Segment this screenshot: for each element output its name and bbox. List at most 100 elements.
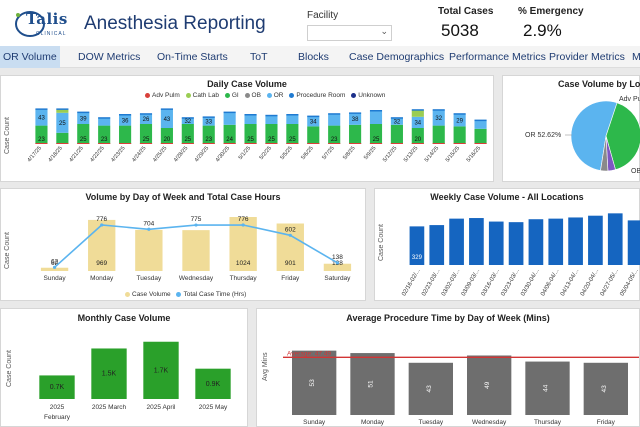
monthly-tick-label: 2025 May	[199, 404, 228, 411]
daily-tick-label: 5/1/25	[238, 145, 252, 161]
daily-tick-label: 4/23/25	[110, 145, 126, 163]
legend-or: OR	[273, 92, 284, 99]
daily-bar-proc	[411, 109, 424, 111]
weekly-tick-label: 04/13-04/...	[560, 268, 581, 298]
tab-or-volume[interactable]: OR Volume	[0, 46, 60, 68]
dow-hours-point	[52, 265, 57, 269]
daily-bar-adv	[411, 143, 424, 144]
daily-bar-gi	[35, 125, 48, 144]
daily-legend: Adv Pulm Cath Lab GI OB OR Procedure Roo…	[141, 92, 385, 99]
avgproc-bar	[408, 362, 453, 415]
dow-hours-label: 776	[238, 216, 249, 223]
tab-on-time-starts[interactable]: On-Time Starts	[157, 51, 228, 63]
daily-tick-label: 4/25/25	[152, 145, 168, 163]
daily-tick-label: 5/2/25	[259, 145, 273, 161]
daily-tick-label: 4/21/25	[68, 145, 84, 163]
avgproc-title: Average Procedure Time by Day of Week (M…	[346, 313, 550, 323]
avgproc-tick-label: Friday	[597, 419, 616, 426]
avgproc-tick-label: Monday	[361, 419, 385, 426]
daily-label-gi: 20	[164, 137, 171, 143]
tab-more[interactable]: M	[632, 51, 640, 63]
dow-volume-label: 901	[285, 260, 296, 267]
daily-bar-adv	[328, 143, 341, 144]
daily-bar-gi	[307, 126, 320, 144]
daily-bar-gi	[139, 124, 153, 144]
tab-blocks[interactable]: Blocks	[298, 51, 329, 63]
daily-bar-or	[98, 118, 111, 126]
daily-bar-gi	[202, 125, 215, 144]
weekly-bar	[409, 226, 425, 265]
monthly-tick-label: 2025 April	[147, 404, 176, 411]
monthly-bar	[91, 348, 127, 399]
daily-label-or: 29	[456, 118, 463, 124]
daily-bar-adv	[265, 143, 278, 144]
daily-bar-gi	[390, 124, 403, 144]
daily-bar-gi	[98, 125, 111, 144]
daily-bar-gi	[160, 128, 173, 144]
daily-bar-gi	[432, 125, 445, 144]
dow-bar	[182, 230, 210, 271]
daily-bar-gi	[369, 124, 383, 144]
daily-label-gi: 23	[101, 137, 108, 143]
daily-bar-gi	[474, 128, 487, 144]
tab-performance-metrics[interactable]: Performance Metrics	[449, 51, 546, 63]
tab-case-demographics[interactable]: Case Demographics	[349, 51, 445, 63]
dow-bar	[40, 267, 69, 271]
daily-label-gi: 25	[268, 137, 275, 143]
tab-provider-metrics[interactable]: Provider Metrics	[549, 51, 625, 63]
daily-bar-gi	[328, 125, 341, 144]
daily-bar-adv	[181, 143, 194, 144]
daily-bar-gi	[286, 124, 299, 144]
weekly-bar	[469, 218, 484, 265]
daily-bar-adv	[35, 143, 48, 144]
pie-slice-gi	[605, 102, 640, 171]
weekly-tick-label: 03/23-03/...	[500, 268, 521, 298]
tab-tot[interactable]: ToT	[250, 51, 268, 63]
daily-tick-label: 4/24/25	[131, 145, 147, 163]
daily-bar-adv	[223, 143, 236, 144]
monthly-bar	[39, 375, 75, 399]
dow-hours-point	[100, 223, 104, 227]
daily-bar-or	[139, 114, 153, 124]
avgproc-tick-label: Thursday	[534, 419, 562, 426]
logo-text: Talis	[26, 10, 68, 28]
monthly-bar-label: 1.7K	[154, 367, 169, 374]
daily-bar-or	[390, 118, 403, 125]
avgproc-average-label: Average: 47.49	[287, 350, 331, 357]
weekly-tick-label: 04/06-04/...	[540, 268, 561, 298]
daily-label-gi: 23	[331, 137, 338, 143]
daily-tick-label: 4/17/25	[27, 145, 43, 163]
daily-bar-or	[369, 111, 383, 124]
dow-volume-label: 62	[51, 260, 59, 267]
daily-bar-gi	[223, 124, 236, 144]
daily-label-or: 39	[80, 116, 87, 122]
weekly-bar	[508, 222, 524, 265]
daily-bar-gi	[56, 132, 69, 144]
daily-bar-proc	[202, 116, 215, 118]
daily-bar-gi	[119, 125, 132, 144]
legend-unknown: Unknown	[358, 92, 386, 99]
daily-bar-or	[77, 112, 90, 124]
dow-hours-label: 776	[96, 216, 107, 223]
dow-volume-label: 969	[96, 260, 107, 267]
daily-label-or: 32	[394, 120, 401, 126]
tab-dow-metrics[interactable]: DOW Metrics	[78, 51, 141, 63]
dow-legend: Case Volume Total Case Time (Hrs)	[121, 291, 246, 298]
daily-bar-or	[56, 112, 69, 133]
daily-tick-label: 5/8/25	[342, 145, 356, 161]
daily-bar-or	[349, 113, 362, 125]
daily-label-or: 34	[414, 120, 421, 126]
daily-ylabel: Case Count	[4, 117, 11, 154]
daily-label-or: 32	[435, 116, 442, 122]
daily-bar-or	[223, 112, 236, 125]
daily-label-or: 26	[143, 117, 150, 123]
weekly-tick-label: 03/30-04/...	[520, 268, 541, 298]
daily-label-or: 43	[164, 117, 171, 123]
daily-bar-gi	[349, 124, 362, 144]
dow-tick-label: Tuesday	[137, 275, 162, 282]
daily-label-or: 25	[59, 121, 66, 127]
weekly-bar	[548, 218, 564, 265]
facility-dropdown[interactable]: ⌄	[307, 25, 392, 41]
dow-hours-label: 704	[143, 220, 154, 227]
